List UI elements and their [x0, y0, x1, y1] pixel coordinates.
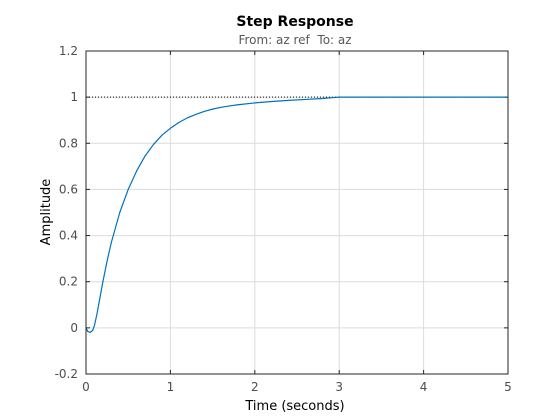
- data-point: [195, 113, 197, 115]
- data-point: [330, 97, 332, 99]
- data-point: [304, 98, 306, 100]
- series-line: [85, 96, 508, 334]
- data-point: [144, 155, 146, 157]
- y-tick-labels: -0.2 0 0.2 0.4 0.6 0.8 1 1.2: [55, 44, 78, 381]
- y-tick-label: 0.4: [59, 229, 78, 243]
- x-tick-labels: 0 1 2 3 4 5: [82, 380, 512, 394]
- data-point: [212, 108, 214, 110]
- data-point: [136, 170, 138, 172]
- data-point: [465, 96, 467, 98]
- data-point: [87, 330, 89, 332]
- chart-subtitle: From: az ref To: az: [238, 33, 351, 47]
- data-point: [161, 134, 163, 136]
- plot-frame: [85, 50, 509, 375]
- x-tick-label: 0: [82, 380, 90, 394]
- data-point: [237, 104, 239, 106]
- data-point: [186, 117, 188, 119]
- data-point: [254, 102, 256, 104]
- data-point: [423, 96, 425, 98]
- data-point: [119, 212, 121, 213]
- data-point: [89, 331, 91, 333]
- x-tick-label: 2: [251, 380, 259, 394]
- y-axis-label: Amplitude: [39, 179, 54, 246]
- y-tick-label: 1: [70, 90, 78, 104]
- plot-area: [86, 51, 508, 374]
- data-point: [288, 99, 290, 101]
- x-tick-label: 4: [420, 380, 428, 394]
- data-point: [127, 188, 129, 190]
- data-point: [338, 96, 340, 98]
- y-tick-label: 1.2: [59, 44, 78, 58]
- data-point: [203, 110, 205, 112]
- data-point: [178, 122, 180, 124]
- data-point: [228, 105, 230, 107]
- x-axis-label: Time (seconds): [244, 399, 344, 414]
- data-point: [380, 96, 382, 98]
- data-point: [99, 299, 100, 301]
- x-tick-label: 3: [335, 380, 343, 394]
- data-point: [93, 325, 95, 327]
- data-point: [271, 101, 273, 103]
- y-tick-label: -0.2: [55, 367, 78, 381]
- data-point: [92, 329, 94, 331]
- data-point: [153, 143, 155, 145]
- data-point: [220, 106, 222, 108]
- y-tick-label: 0.6: [59, 182, 78, 196]
- x-tick-label: 5: [504, 380, 512, 394]
- y-tick-label: 0.8: [59, 136, 78, 150]
- data-point: [169, 127, 171, 129]
- data-point: [96, 313, 98, 315]
- y-tick-label: 0: [70, 321, 78, 335]
- y-tick-label: 0.2: [59, 275, 78, 289]
- chart-title: Step Response: [236, 14, 353, 30]
- x-tick-label: 1: [167, 380, 175, 394]
- data-point: [106, 260, 108, 262]
- data-point: [102, 281, 104, 283]
- data-point: [110, 241, 112, 243]
- data-point: [321, 98, 323, 100]
